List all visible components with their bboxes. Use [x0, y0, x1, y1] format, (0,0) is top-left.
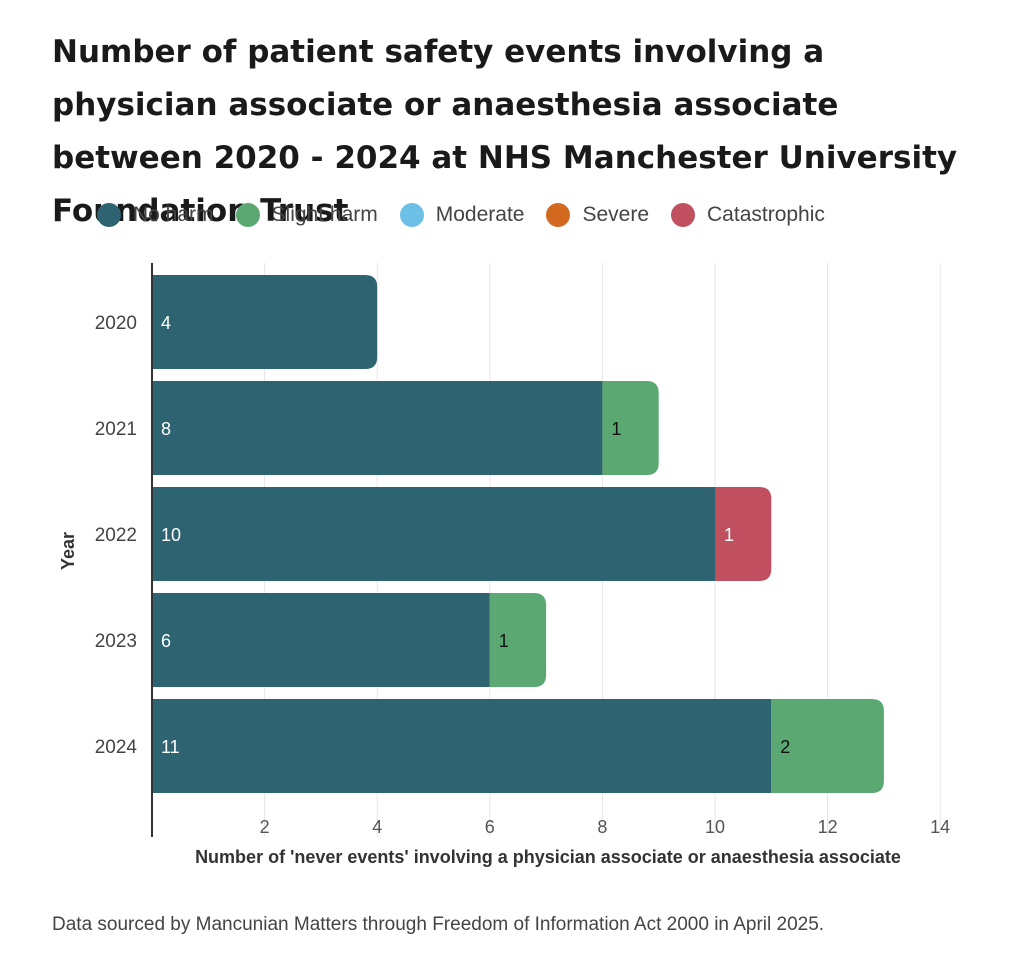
bar-segment — [152, 275, 378, 369]
bar-segment — [715, 487, 772, 581]
bar-segment — [602, 381, 659, 475]
y-tick-label: 2023 — [95, 631, 137, 652]
bar-data-label: 10 — [161, 525, 181, 545]
x-tick-label: 8 — [597, 817, 607, 837]
legend-item: Catastrophic — [671, 203, 825, 227]
legend-label: Severe — [582, 203, 650, 226]
y-tick-label: 2020 — [95, 313, 137, 334]
legend-label: No harm — [133, 203, 214, 226]
bar-segment — [771, 699, 884, 793]
bar-data-label: 8 — [161, 419, 171, 439]
legend-item: Slight harm — [235, 203, 378, 227]
bar-data-label: 1 — [499, 631, 509, 651]
x-tick-label: 4 — [372, 817, 382, 837]
legend-label: Slight harm — [271, 203, 378, 226]
bars — [152, 275, 884, 793]
x-tick-label: 10 — [705, 817, 725, 837]
bar-segment — [152, 593, 490, 687]
y-tick-labels: 2020 2021 2022 2023 2024 — [95, 313, 138, 758]
x-axis-label: Number of 'never events' involving a phy… — [195, 847, 901, 867]
legend-label: Moderate — [435, 203, 525, 226]
legend-swatch — [399, 203, 424, 227]
chart-title: Number of patient safety events involvin… — [52, 34, 958, 229]
y-tick-label: 2024 — [95, 737, 138, 758]
bar-data-label: 4 — [161, 313, 171, 333]
bar-segment — [152, 381, 603, 475]
legend-swatch — [671, 203, 696, 227]
y-tick-label: 2021 — [95, 419, 137, 440]
legend-item: No harm — [97, 203, 214, 227]
x-tick-label: 12 — [818, 817, 838, 837]
legend-swatch — [235, 203, 260, 227]
x-tick-labels: 2 4 6 8 10 12 14 — [260, 817, 951, 837]
bar-data-label: 6 — [161, 631, 171, 651]
x-tick-label: 6 — [485, 817, 495, 837]
legend-swatch — [97, 203, 121, 227]
source-note: Data sourced by Mancunian Matters throug… — [52, 914, 825, 935]
bar-data-label: 11 — [161, 737, 180, 757]
bar-segment — [152, 487, 715, 581]
bar-data-label: 2 — [780, 737, 790, 757]
legend-item: Severe — [546, 203, 649, 227]
legend-swatch — [546, 203, 571, 227]
legend-label: Catastrophic — [707, 203, 825, 226]
bar-labels: 48 110 16 111 2 — [161, 313, 790, 757]
bar-data-label: 1 — [611, 419, 621, 439]
bar-segment — [152, 699, 772, 793]
x-tick-label: 14 — [930, 817, 950, 837]
bar-segment — [489, 593, 547, 687]
bar-data-label: 1 — [724, 525, 734, 545]
chart-legend: No harm Slight harm Moderate Severe Catastro… — [97, 203, 847, 227]
y-tick-label: 2022 — [95, 525, 137, 546]
legend-item: Moderate — [399, 203, 525, 227]
y-axis-label: Year — [58, 532, 78, 570]
x-tick-label: 2 — [260, 817, 270, 837]
